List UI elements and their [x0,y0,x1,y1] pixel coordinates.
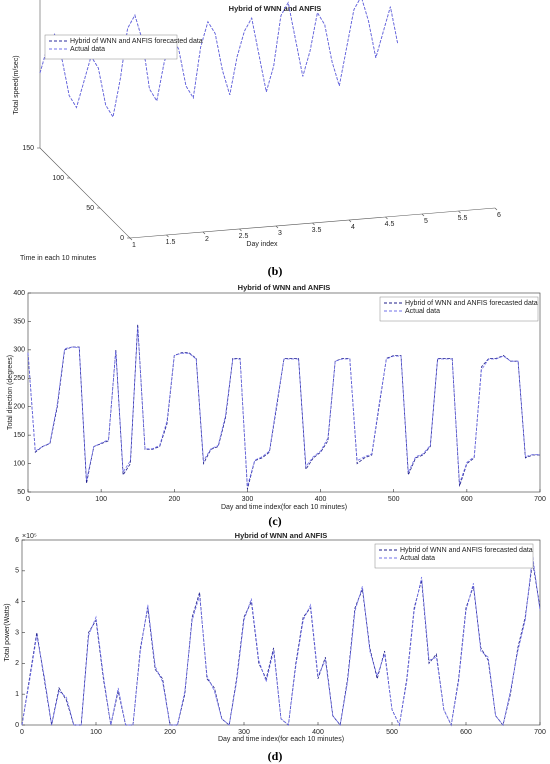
caption: (d) [268,749,283,763]
series-line [27,327,540,487]
x-tick-label: 0 [20,729,24,736]
x-tick [166,234,169,238]
x-tick-label: 0 [26,496,30,503]
y-tick-label: 3 [15,629,19,636]
legend-label: Actual data [405,308,440,315]
x-tick-label: 2 [205,236,209,243]
x-tick [129,237,133,241]
legend-label: Hybrid of WNN and ANFIS forecasted data [70,38,203,45]
x-tick [348,219,352,223]
chart-title: Hybrid of WNN and ANFIS [235,531,328,540]
x-tick-label: 300 [242,496,254,503]
y-tick-label: 200 [13,404,25,411]
x-tick [385,216,388,220]
x-tick-label: 400 [315,496,327,503]
legend-box [374,543,534,569]
x-tick-label: 600 [461,496,473,503]
x-tick [494,207,498,211]
y-axis-label: Total direction (degrees) [7,355,14,430]
y-tick-label: 150 [13,432,25,439]
x-tick-label: 5.5 [458,215,468,222]
y-tick-label: 150 [22,145,34,152]
axes-box [27,292,541,493]
x-tick-label: 600 [460,729,472,736]
x-tick-label: 400 [312,729,324,736]
x-tick-label: 2.5 [239,233,249,240]
chart-title: Hybrid of WNN and ANFIS [229,4,322,13]
x-tick-label: 6 [497,212,501,219]
y-tick-label: 300 [13,347,25,354]
y-tick-label: 2 [15,660,19,667]
x-axis-label: Day and time index(for each 10 minutes) [221,504,347,511]
x-tick [275,225,279,229]
y-axis-label: Total power(Watts) [4,603,11,661]
x-tick [202,231,206,235]
axes-box [21,539,541,726]
legend-box [44,34,178,60]
x-tick-label: 4 [351,224,355,231]
x-tick-label: 3 [278,230,282,237]
x-tick [239,228,242,232]
x-tick-label: 5 [424,218,428,225]
caption: (b) [268,264,283,278]
x-tick-label: 1 [132,242,136,249]
y-tick-label: 350 [13,318,25,325]
x-axis-label: Day and time index(for each 10 minutes) [218,736,344,743]
legend-label: Hybrid of WNN and ANFIS forecasted data [405,300,538,307]
y-tick-label: 5 [15,568,19,575]
x-tick-label: 700 [534,729,546,736]
x-tick-label: 200 [168,496,180,503]
y-tick-label: 400 [13,290,25,297]
x-tick-label: 4.5 [385,221,395,228]
y-tick-label: 1 [15,691,19,698]
caption: (c) [268,514,281,528]
y-tick-label: 4 [15,599,19,606]
x-tick [421,213,425,217]
x-tick-label: 3.5 [312,227,322,234]
y-tick-label: 0 [120,235,124,242]
axis-line [39,147,131,239]
x-tick-label: 100 [90,729,102,736]
series-line [39,0,399,119]
series-line [21,555,541,727]
x-tick-label: 1.5 [166,239,176,246]
x-tick [458,210,461,214]
legend-box [379,296,539,322]
z-axis-label: Total speed(m/sec) [13,55,20,114]
y-tick-label: 0 [15,722,19,729]
legend-label: Actual data [400,555,435,562]
x-tick-label: 100 [95,496,107,503]
x-axis-label: Day index [246,241,278,248]
x-tick-label: 500 [386,729,398,736]
x-tick-label: 300 [238,729,250,736]
y-tick-label: 6 [15,537,19,544]
y-multiplier: ×10⁵ [22,533,37,540]
y-tick-label: 100 [52,175,64,182]
y-tick-label: 100 [13,460,25,467]
legend-label: Hybrid of WNN and ANFIS forecasted data [400,547,533,554]
y-axis-label: Time in each 10 minutes [20,255,96,262]
y-tick-label: 50 [86,205,94,212]
x-tick-label: 700 [534,496,546,503]
y-tick-label: 250 [13,375,25,382]
x-tick [312,222,315,226]
y-tick-label: 50 [17,489,25,496]
chart-title: Hybrid of WNN and ANFIS [238,283,331,292]
x-tick-label: 200 [164,729,176,736]
x-tick-label: 500 [388,496,400,503]
legend-label: Actual data [70,46,105,53]
